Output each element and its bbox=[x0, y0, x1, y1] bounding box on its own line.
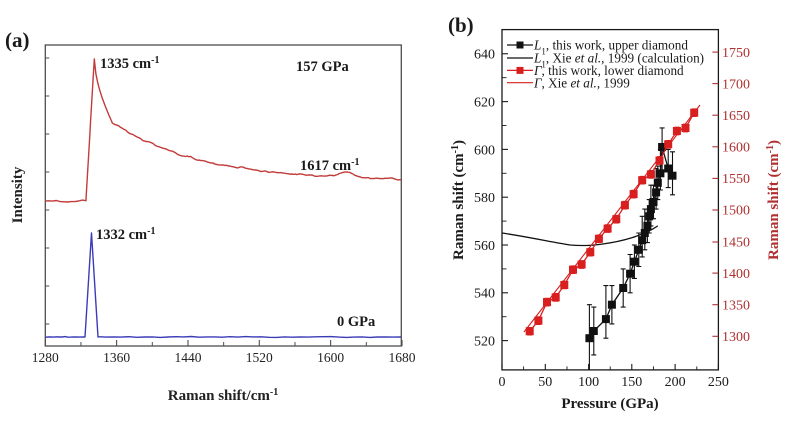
svg-text:1550: 1550 bbox=[722, 172, 750, 187]
svg-text:0: 0 bbox=[499, 375, 506, 390]
svg-text:1500: 1500 bbox=[722, 204, 750, 219]
svg-text:Raman shift (cm-1): Raman shift (cm-1) bbox=[765, 140, 783, 260]
svg-text:600: 600 bbox=[474, 143, 495, 158]
svg-text:Pressure (GPa): Pressure (GPa) bbox=[561, 396, 658, 412]
svg-text:1700: 1700 bbox=[722, 77, 750, 92]
svg-text:150: 150 bbox=[621, 375, 642, 390]
svg-text:Intensity: Intensity bbox=[10, 166, 26, 223]
svg-text:1350: 1350 bbox=[722, 298, 750, 313]
svg-text:620: 620 bbox=[474, 96, 495, 111]
svg-text:560: 560 bbox=[474, 239, 495, 254]
svg-text:0 GPa: 0 GPa bbox=[337, 314, 376, 330]
svg-text:1300: 1300 bbox=[722, 330, 750, 345]
svg-text:640: 640 bbox=[474, 48, 495, 63]
svg-text:540: 540 bbox=[474, 287, 495, 302]
svg-text:1450: 1450 bbox=[722, 236, 750, 251]
svg-text:1750: 1750 bbox=[722, 46, 750, 61]
svg-text:1617 cm-1: 1617 cm-1 bbox=[300, 157, 359, 175]
svg-text:520: 520 bbox=[474, 335, 495, 350]
svg-text:1440: 1440 bbox=[175, 350, 202, 365]
svg-text:1650: 1650 bbox=[722, 109, 750, 124]
svg-text:Γ, Xie et al., 1999: Γ, Xie et al., 1999 bbox=[533, 75, 630, 90]
svg-text:1332 cm-1: 1332 cm-1 bbox=[96, 226, 155, 244]
svg-text:580: 580 bbox=[474, 191, 495, 206]
svg-text:1600: 1600 bbox=[722, 141, 750, 156]
svg-text:1680: 1680 bbox=[389, 350, 416, 365]
svg-text:1520: 1520 bbox=[246, 350, 273, 365]
svg-text:1280: 1280 bbox=[32, 350, 59, 365]
svg-text:1335 cm-1: 1335 cm-1 bbox=[100, 55, 159, 73]
svg-text:50: 50 bbox=[538, 375, 552, 390]
svg-text:100: 100 bbox=[578, 375, 599, 390]
svg-text:1400: 1400 bbox=[722, 267, 750, 282]
svg-text:200: 200 bbox=[665, 375, 686, 390]
svg-text:Raman shift (cm-1): Raman shift (cm-1) bbox=[450, 140, 468, 260]
svg-text:1360: 1360 bbox=[103, 350, 130, 365]
svg-text:250: 250 bbox=[708, 375, 729, 390]
svg-text:Raman shift/cm-1: Raman shift/cm-1 bbox=[168, 387, 278, 405]
svg-text:1600: 1600 bbox=[317, 350, 344, 365]
svg-text:157 GPa: 157 GPa bbox=[296, 59, 350, 75]
